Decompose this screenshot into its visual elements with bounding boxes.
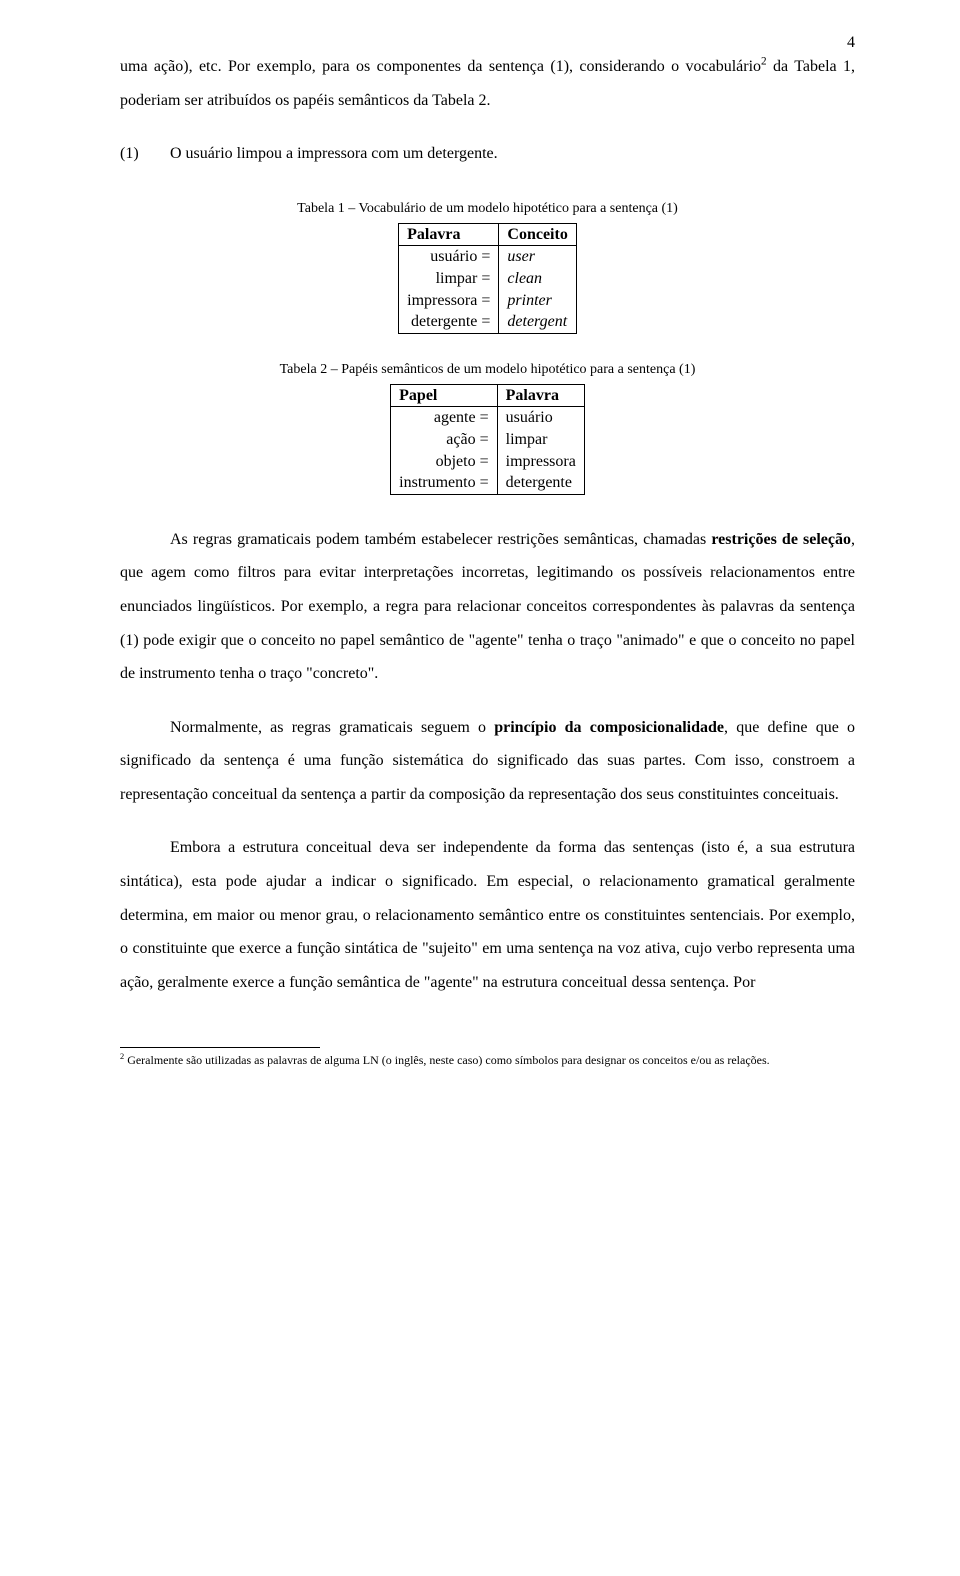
table1-cell: clean <box>507 268 567 290</box>
table2-caption: Tabela 2 – Papéis semânticos de um model… <box>120 362 855 378</box>
table1-header-palavra: Palavra <box>399 223 499 246</box>
table1-cell: usuário = <box>407 246 490 268</box>
paragraph-composicionalidade: Normalmente, as regras gramaticais segue… <box>120 711 855 812</box>
paragraph-estrutura: Embora a estrutura conceitual deva ser i… <box>120 831 855 999</box>
page: 4 uma ação), etc. Por exemplo, para os c… <box>0 0 960 1576</box>
page-number: 4 <box>847 34 855 52</box>
table1: Palavra Conceito usuário = limpar = impr… <box>398 223 577 334</box>
example-number: (1) <box>120 137 170 171</box>
table2-cell: usuário <box>506 407 576 429</box>
table2-cell: detergente <box>506 472 576 494</box>
table-row: agente = ação = objeto = instrumento = u… <box>391 407 585 494</box>
p2-a: As regras gramaticais podem também estab… <box>170 531 711 548</box>
table1-cell: impressora = <box>407 290 490 312</box>
table-row: usuário = limpar = impressora = detergen… <box>399 246 577 333</box>
table2-cell: impressora <box>506 451 576 473</box>
table2-cell: agente = <box>399 407 488 429</box>
table1-cell: limpar = <box>407 268 490 290</box>
table1-cell: printer <box>507 290 567 312</box>
footnote-text: Geralmente são utilizadas as palavras de… <box>124 1053 769 1067</box>
paragraph-restricoes: As regras gramaticais podem também estab… <box>120 523 855 691</box>
table2-header-papel: Papel <box>391 384 497 407</box>
footnote-2: 2 Geralmente são utilizadas as palavras … <box>120 1052 855 1068</box>
table1-cell: detergente = <box>407 311 490 333</box>
table1-caption: Tabela 1 – Vocabulário de um modelo hipo… <box>120 201 855 217</box>
intro-paragraph: uma ação), etc. Por exemplo, para os com… <box>120 50 855 117</box>
table2: Papel Palavra agente = ação = objeto = i… <box>390 384 585 495</box>
table1-header-conceito: Conceito <box>499 223 576 246</box>
p3-a: Normalmente, as regras gramaticais segue… <box>170 719 494 736</box>
footnote-separator <box>120 1047 320 1048</box>
p2-term: restrições de seleção <box>711 531 851 548</box>
p3-term: princípio da composicionalidade <box>494 719 724 736</box>
table2-cell: ação = <box>399 429 488 451</box>
table2-header-palavra: Palavra <box>497 384 584 407</box>
table-header-row: Palavra Conceito <box>399 223 577 246</box>
table1-cell: detergent <box>507 311 567 333</box>
table-header-row: Papel Palavra <box>391 384 585 407</box>
table2-cell: instrumento = <box>399 472 488 494</box>
p2-c: , que agem como filtros para evitar inte… <box>120 531 855 682</box>
table1-cell: user <box>507 246 567 268</box>
example-text: O usuário limpou a impressora com um det… <box>170 145 498 162</box>
example-sentence: (1)O usuário limpou a impressora com um … <box>120 137 855 171</box>
table2-cell: limpar <box>506 429 576 451</box>
table2-cell: objeto = <box>399 451 488 473</box>
intro-leading: uma ação), etc. Por exemplo, para os com… <box>120 58 761 75</box>
